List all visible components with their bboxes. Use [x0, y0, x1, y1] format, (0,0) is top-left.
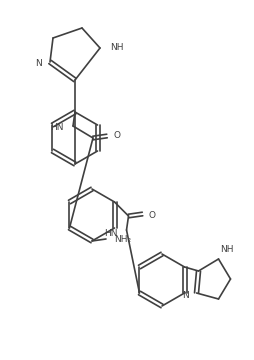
Text: HN: HN: [51, 122, 64, 131]
Text: N: N: [182, 291, 188, 300]
Text: NH: NH: [220, 244, 234, 253]
Text: HN: HN: [104, 230, 118, 238]
Text: O: O: [149, 211, 155, 220]
Text: NH: NH: [110, 42, 123, 51]
Text: NH₂: NH₂: [114, 235, 131, 244]
Text: O: O: [113, 131, 120, 140]
Text: N: N: [35, 58, 42, 68]
